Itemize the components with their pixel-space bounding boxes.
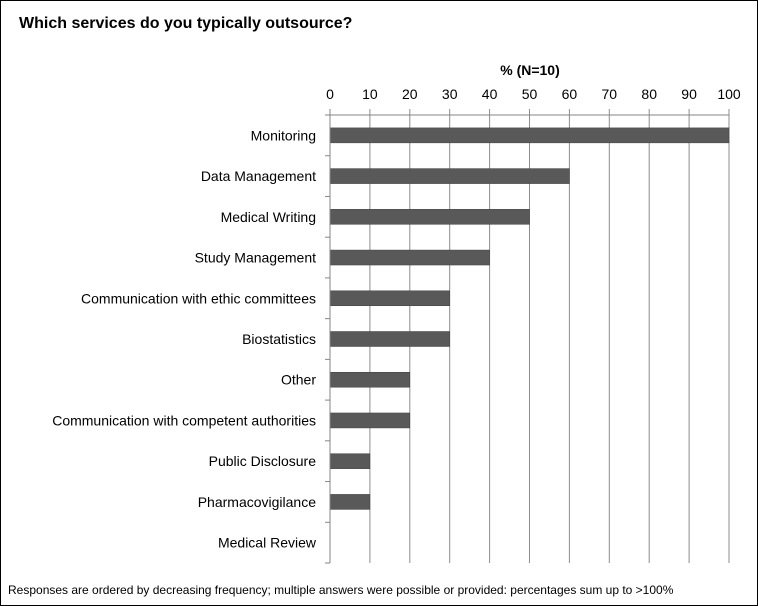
bar <box>329 371 411 388</box>
gridlines <box>329 109 730 563</box>
x-tick-label: 30 <box>442 86 458 102</box>
category-label: Communication with ethic committees <box>81 290 316 306</box>
bar <box>329 290 450 307</box>
bar <box>329 168 570 184</box>
x-tick-label: 20 <box>402 86 418 102</box>
bar <box>329 331 450 347</box>
bar <box>329 127 730 144</box>
bar <box>329 453 371 469</box>
category-label: Pharmacovigilance <box>198 494 316 510</box>
x-axis-title: % (N=10) <box>500 62 560 78</box>
x-tick-label: 10 <box>362 86 378 102</box>
category-label: Other <box>281 372 316 388</box>
x-tick-label: 70 <box>602 86 618 102</box>
category-label: Biostatistics <box>242 331 316 347</box>
bar <box>329 412 411 429</box>
x-tick-label: 0 <box>326 86 334 102</box>
category-label: Medical Writing <box>221 209 316 225</box>
x-tick-label: 40 <box>482 86 498 102</box>
bar <box>329 209 530 225</box>
category-label: Monitoring <box>251 127 316 143</box>
x-tick-labels: 0 10 20 30 40 50 60 70 80 90 100 <box>326 86 741 102</box>
x-tick-label: 50 <box>522 86 538 102</box>
category-label: Communication with competent authorities <box>52 412 316 428</box>
category-label: Data Management <box>201 168 316 184</box>
category-label: Public Disclosure <box>209 453 317 469</box>
category-label: Medical Review <box>218 535 317 551</box>
x-tick-label: 100 <box>717 86 741 102</box>
x-tick-label: 60 <box>562 86 578 102</box>
bar <box>329 494 371 510</box>
chart-title: Which services do you typically outsourc… <box>19 15 352 32</box>
x-tick-label: 90 <box>681 86 697 102</box>
x-tick-label: 80 <box>641 86 657 102</box>
y-axis <box>325 114 331 564</box>
category-labels: Monitoring Data Management Medical Writing… <box>52 127 317 550</box>
category-label: Study Management <box>195 250 317 266</box>
footnote: Responses are ordered by decreasing freq… <box>8 583 674 597</box>
bar <box>329 249 490 266</box>
